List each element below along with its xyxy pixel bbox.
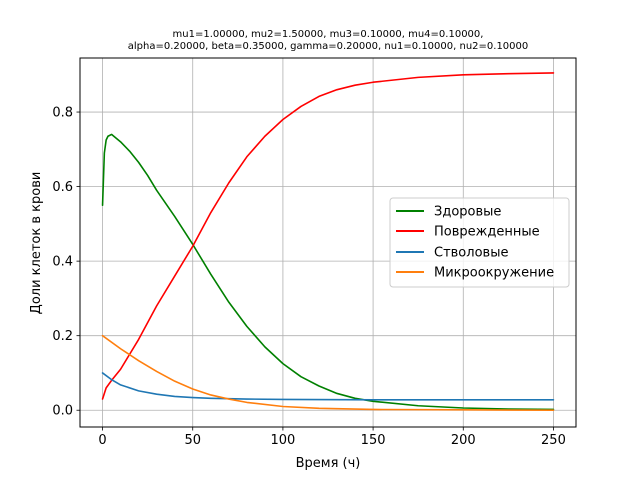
- y-tick-label: 0.2: [52, 329, 73, 344]
- x-axis-label: Время (ч): [296, 456, 361, 471]
- x-tick-label: 200: [451, 433, 476, 448]
- x-axis-ticks: 0 50 100 150 200 250: [98, 427, 566, 448]
- x-tick-label: 150: [361, 433, 386, 448]
- y-tick-label: 0.8: [52, 106, 73, 121]
- y-tick-label: 0.6: [52, 180, 73, 195]
- plot-area-frame: [79, 57, 577, 428]
- y-tick-label: 0.4: [52, 255, 73, 270]
- series-line-stem: [101, 372, 555, 401]
- legend-box: [389, 197, 570, 288]
- legend: Здоровые Поврежденные Стволовые Микроокр…: [389, 197, 570, 288]
- legend-label-healthy: Здоровые: [434, 205, 501, 220]
- chart-title-line-2: alpha=0.20000, beta=0.35000, gamma=0.200…: [128, 41, 529, 52]
- legend-label-microenvironment: Микроокружение: [434, 266, 554, 281]
- x-tick-label: 100: [270, 433, 295, 448]
- x-tick-label: 50: [184, 433, 201, 448]
- y-axis-ticks: 0.0 0.2 0.4 0.6 0.8: [52, 106, 80, 419]
- chart-title-line-1: mu1=1.00000, mu2=1.50000, mu3=0.10000, m…: [173, 29, 484, 40]
- series-line-microenvironment: [101, 334, 555, 412]
- legend-label-stem: Стволовые: [434, 246, 508, 261]
- legend-label-damaged: Поврежденные: [434, 225, 540, 240]
- y-axis-label: Доли клеток в крови: [29, 172, 44, 315]
- series-lines: [101, 72, 555, 412]
- x-tick-label: 250: [541, 433, 566, 448]
- x-tick-label: 0: [98, 433, 106, 448]
- y-tick-label: 0.0: [52, 404, 73, 419]
- series-line-healthy: [101, 133, 555, 411]
